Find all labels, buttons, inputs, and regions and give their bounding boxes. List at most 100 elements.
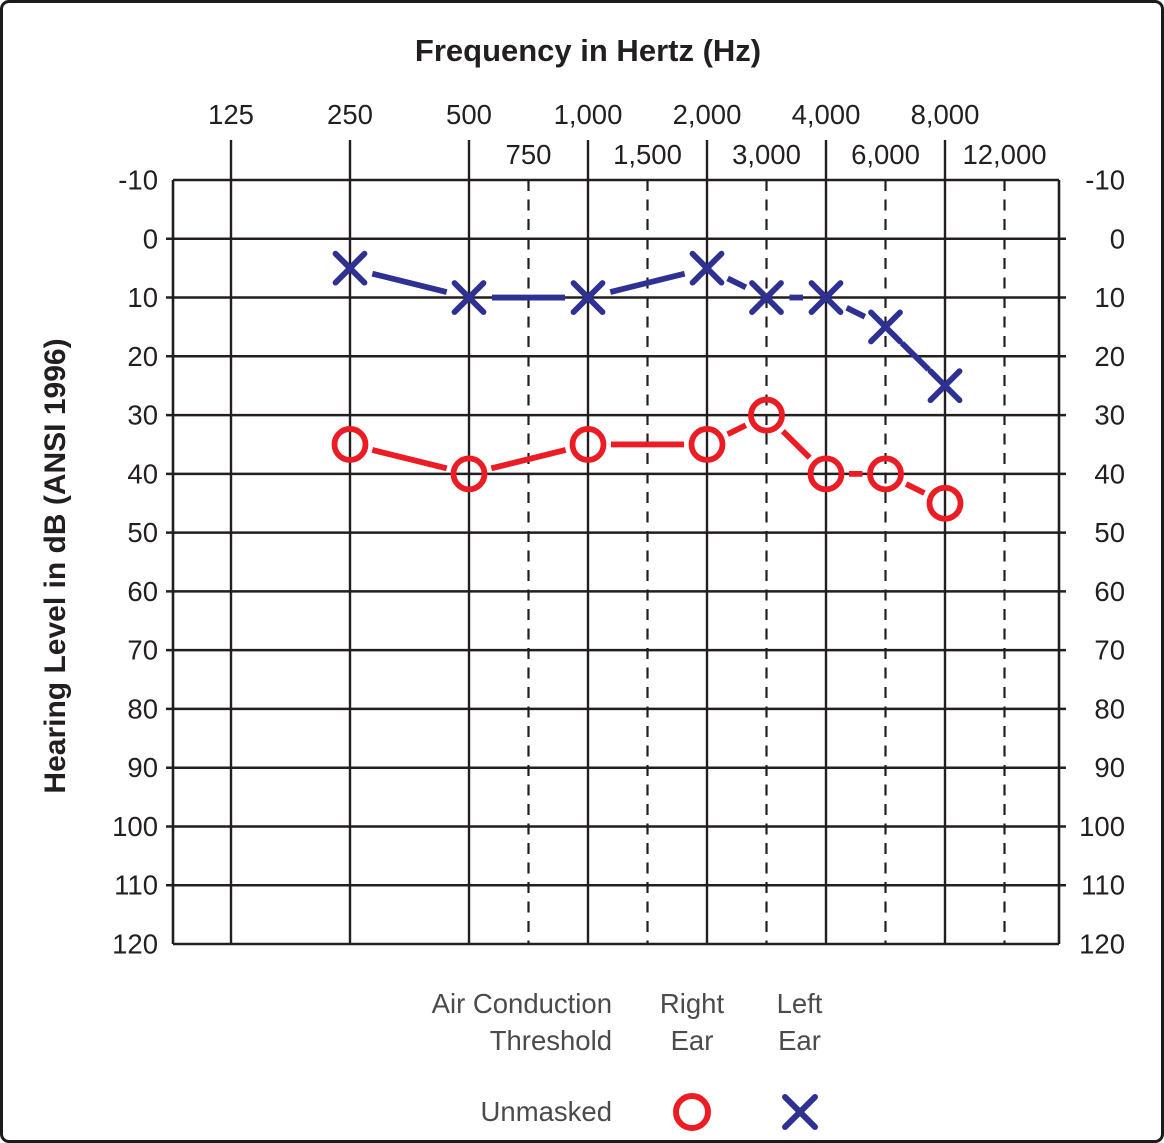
x-stroke — [689, 250, 725, 286]
series-line-segment — [904, 481, 926, 496]
y-tick-label-right-90: 90 — [1094, 752, 1125, 783]
legend-row-header: Air Conduction Threshold — [332, 985, 612, 1059]
y-tick-label-left-0: 0 — [143, 223, 158, 254]
legend-unmasked-row: Unmasked — [332, 1089, 1161, 1135]
x-stroke — [570, 280, 606, 315]
x-tick-label-2000hz: 2,000 — [673, 99, 742, 130]
y-tick-label-right-0: 0 — [1110, 223, 1125, 254]
chart-title: Frequency in Hertz (Hz) — [415, 33, 761, 68]
y-tick-label-right-120: 120 — [1079, 929, 1125, 960]
y-tick-label-right-100: 100 — [1079, 811, 1125, 842]
x-tick-label-8000hz: 8,000 — [911, 99, 980, 130]
y-axis-title: Hearing Level in dB (ANSI 1996) — [39, 338, 72, 793]
legend-header-line2: Threshold — [489, 1025, 612, 1056]
y-tick-label-right-20: 20 — [1094, 341, 1125, 372]
x-icon — [781, 1094, 818, 1130]
legend: Air Conduction Threshold Right Ear Left … — [332, 985, 1161, 1135]
y-tick-label-left-50: 50 — [127, 517, 158, 548]
y-tick-label-right-70: 70 — [1094, 635, 1125, 666]
y-tick-label-left-110: 110 — [114, 870, 158, 901]
legend-left-ear-line2: Ear — [778, 1025, 821, 1056]
x-tick-label-500hz: 500 — [446, 99, 492, 130]
series-left-ear — [332, 250, 963, 404]
y-tick-label-right-110: 110 — [1081, 870, 1125, 901]
y-tick-label-left-40: 40 — [127, 458, 158, 489]
series-line-segment — [726, 422, 748, 437]
marker-left-ear-4000hz — [808, 280, 844, 315]
series-line-segment — [371, 447, 448, 472]
series-line-segment — [780, 429, 812, 460]
x-stroke — [868, 309, 903, 345]
x-tick-label-125hz: 125 — [208, 99, 254, 130]
y-tick-label-left-20: 20 — [127, 341, 158, 372]
x-tick-label-4000hz: 4,000 — [792, 99, 861, 130]
y-tick-label-right-10: 10 — [1094, 282, 1125, 313]
marker-right-ear-3000hz — [748, 396, 785, 434]
x-tick-label-1500hz: 1,500 — [613, 139, 682, 170]
y-tick-label-right--10: -10 — [1085, 165, 1125, 196]
x-tick-label-3000hz: 3,000 — [732, 139, 801, 170]
y-tick-label-right-30: 30 — [1094, 400, 1125, 431]
y-tick-label-left-80: 80 — [127, 693, 158, 724]
y-tick-label-right-40: 40 — [1094, 458, 1125, 489]
legend-unmasked-label: Unmasked — [480, 1096, 612, 1127]
marker-left-ear-500hz — [451, 280, 487, 315]
y-tick-label-left-10: 10 — [127, 282, 158, 313]
y-tick-label-left-30: 30 — [127, 400, 158, 431]
marker-right-ear-8000hz — [926, 484, 964, 522]
y-tick-label-left-120: 120 — [112, 929, 158, 960]
x-stroke — [749, 280, 784, 315]
circle-icon — [673, 1093, 711, 1131]
y-tick-label-left-90: 90 — [127, 752, 158, 783]
x-tick-label-6000hz: 6,000 — [851, 139, 920, 170]
y-tick-label-left-60: 60 — [127, 576, 158, 607]
y-tick-label-left-70: 70 — [127, 635, 158, 666]
legend-col-right-ear: Right Ear — [612, 985, 772, 1059]
legend-right-ear-line2: Ear — [670, 1025, 714, 1056]
legend-col-left-ear: Left Ear — [772, 985, 827, 1059]
marker-right-ear-1000hz — [569, 426, 607, 463]
marker-right-ear-4000hz — [807, 455, 845, 493]
marker-left-ear-6000hz — [868, 309, 903, 345]
marker-left-ear-250hz — [332, 250, 368, 286]
y-tick-label-right-60: 60 — [1094, 576, 1125, 607]
series-line-segment — [845, 305, 867, 320]
marker-right-ear-6000hz — [867, 455, 904, 493]
marker-right-ear-2000hz — [688, 426, 726, 463]
x-tick-label-750hz: 750 — [506, 139, 552, 170]
marker-left-ear-1000hz — [570, 280, 606, 315]
x-stroke — [808, 280, 844, 315]
marker-right-ear-500hz — [450, 455, 488, 493]
audiogram-chart: Frequency in Hertz (Hz) Hearing Level in… — [39, 33, 1125, 960]
legend-header-line1: Air Conduction — [431, 988, 612, 1019]
right-ear-circle-marker — [673, 1093, 711, 1131]
y-tick-label-left-100: 100 — [112, 811, 158, 842]
y-tick-label-right-50: 50 — [1094, 517, 1125, 548]
y-tick-label-right-80: 80 — [1094, 693, 1125, 724]
marker-right-ear-250hz — [331, 426, 369, 463]
series-line-segment — [726, 275, 748, 290]
x-stroke — [451, 280, 487, 315]
legend-header: Air Conduction Threshold Right Ear Left … — [332, 985, 1161, 1059]
legend-left-ear-line1: Left — [776, 988, 823, 1019]
series-line-segment — [371, 270, 448, 295]
series-line-segment — [490, 447, 567, 472]
left-ear-x-marker — [781, 1094, 818, 1130]
legend-left-ear-symbol — [772, 1089, 827, 1135]
x-stroke — [927, 368, 963, 404]
x-stroke — [332, 250, 368, 286]
series-right-ear — [331, 396, 964, 522]
y-tick-label-left--10: -10 — [118, 165, 158, 196]
x-tick-label-250hz: 250 — [327, 99, 373, 130]
marker-left-ear-8000hz — [927, 368, 963, 404]
legend-right-ear-line1: Right — [659, 988, 725, 1019]
series-line-segment — [609, 270, 686, 295]
marker-left-ear-3000hz — [749, 280, 784, 315]
series-line-segment — [899, 341, 931, 372]
legend-right-ear-symbol — [612, 1089, 772, 1135]
x-tick-label-1000hz: 1,000 — [554, 99, 623, 130]
x-tick-label-12000hz: 12,000 — [962, 139, 1046, 170]
